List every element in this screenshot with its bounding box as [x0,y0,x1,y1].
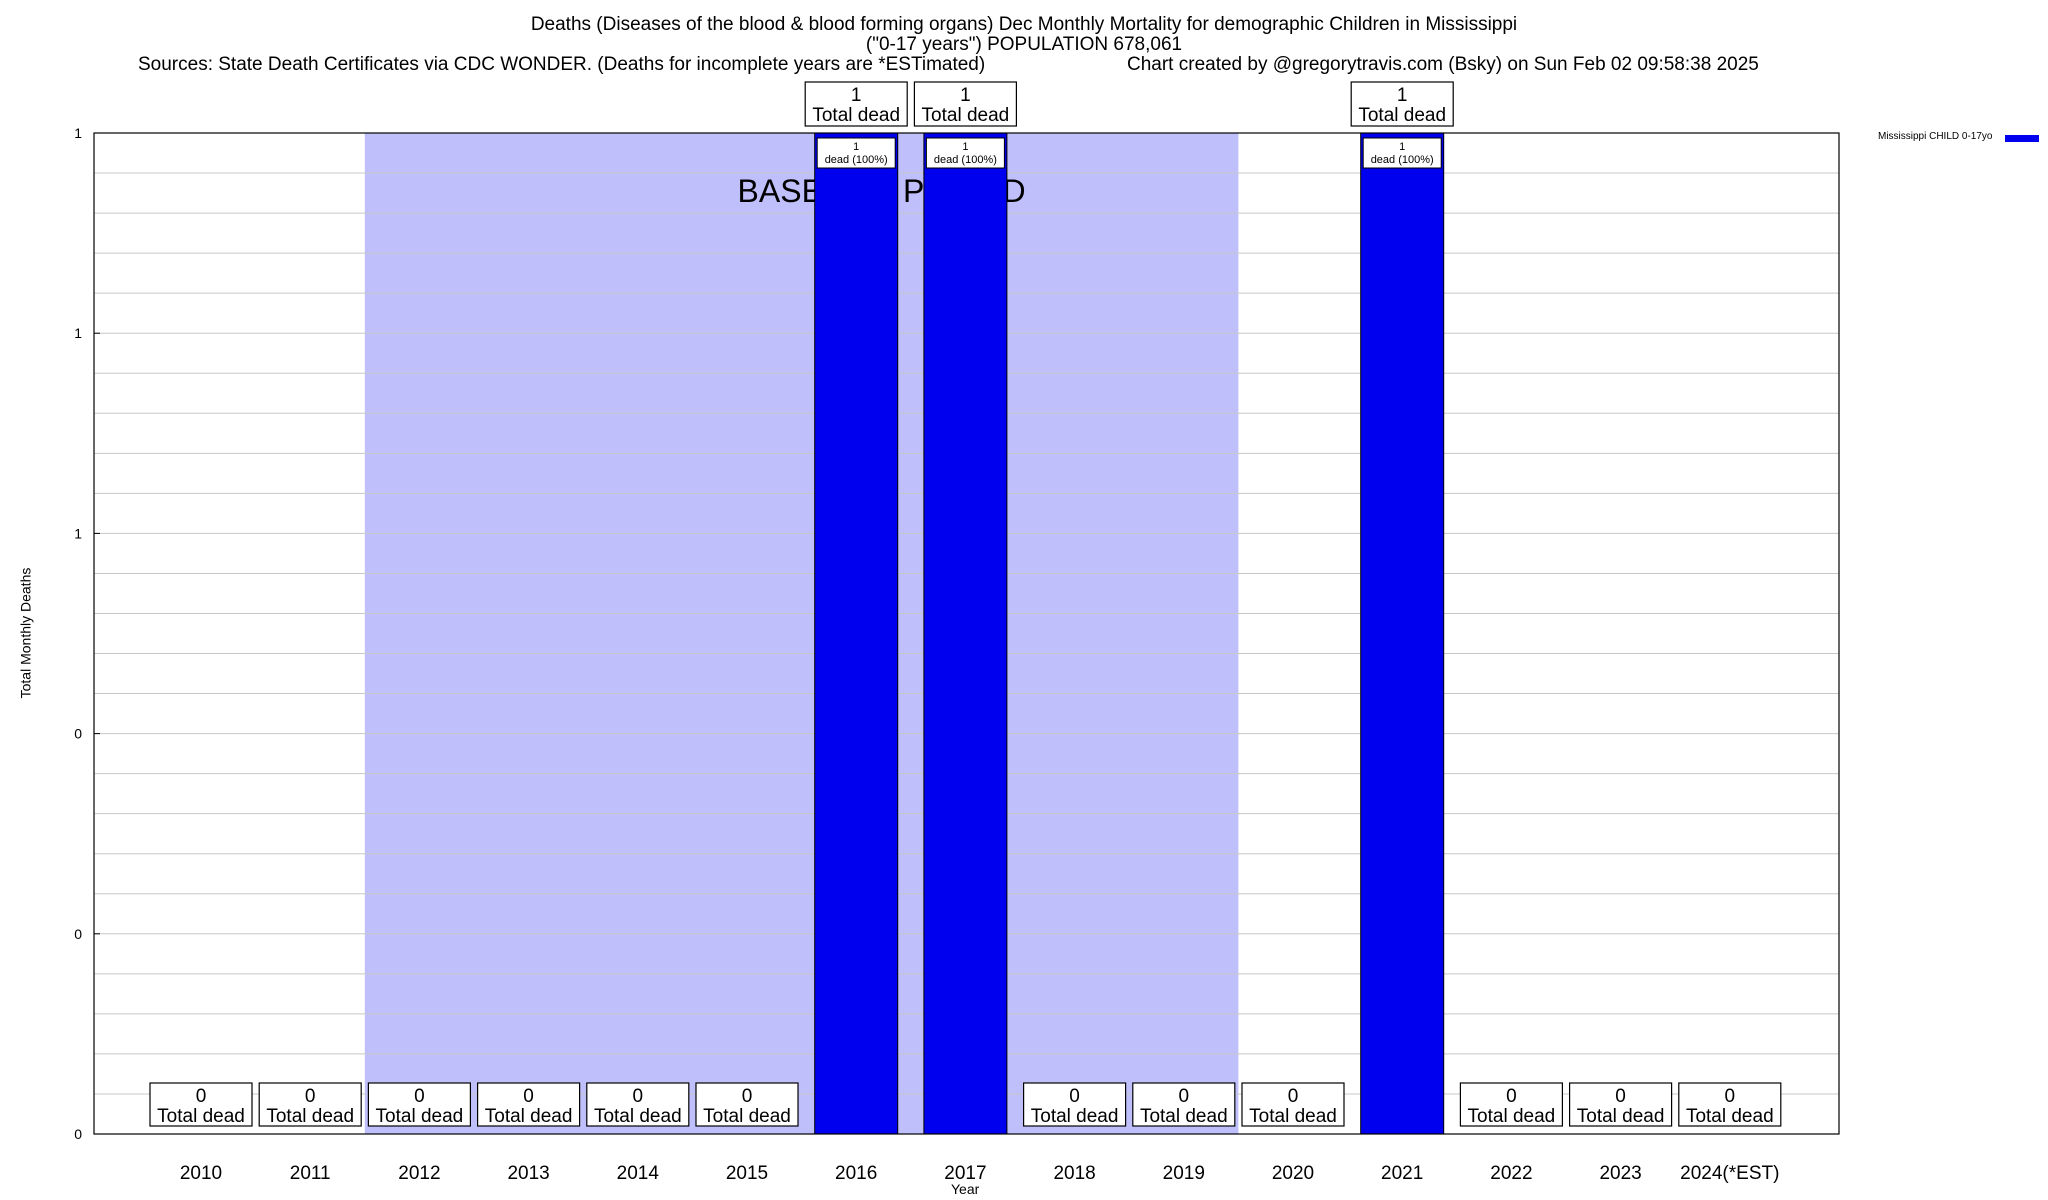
total-dead-box [1132,1082,1236,1127]
total-dead-box [586,1082,690,1127]
total-dead-box [1350,81,1454,127]
y-tick-label: 0 [74,926,82,942]
total-dead-count: 0 [1506,1086,1517,1107]
total-dead-count: 0 [742,1086,753,1107]
plot-frame [93,132,1840,1135]
x-tick-label: 2010 [180,1163,222,1184]
total-dead-count: 0 [1069,1086,1080,1107]
bar-inner-count: 1 [853,141,859,153]
total-dead-label: Total dead [812,105,900,126]
total-dead-box [804,81,908,127]
chart-credit: Chart created by @gregorytravis.com (Bsk… [1127,54,1759,75]
total-dead-box [1568,1082,1673,1127]
total-dead-label: Total dead [266,1106,354,1127]
bar-inner-label: dead (100%) [1371,154,1434,166]
bar [1360,132,1445,1135]
chart-title-line-1: Deaths (Diseases of the blood & blood fo… [530,14,1518,35]
total-dead-box [367,1082,471,1127]
total-dead-label: Total dead [922,105,1010,126]
bar-inner-count: 1 [1399,141,1405,153]
total-dead-box [1241,1082,1345,1127]
x-axis-title: Year [951,1181,980,1197]
total-dead-label: Total dead [1686,1106,1774,1127]
total-dead-count: 0 [414,1086,425,1107]
bar-inner-box [925,137,1005,169]
y-tick-label: 1 [74,325,82,341]
x-tick-label: 2016 [835,1163,877,1184]
x-tick-label: 2018 [1053,1163,1095,1184]
legend-swatch [2005,135,2039,142]
total-dead-count: 1 [960,85,971,106]
bar-inner-label: dead (100%) [934,154,997,166]
total-dead-label: Total dead [1031,1106,1119,1127]
x-tick-label: 2014 [617,1163,660,1184]
total-dead-box [258,1082,362,1127]
baseline-period-shade [364,133,1239,1134]
x-tick-label: 2022 [1490,1163,1532,1184]
total-dead-label: Total dead [1358,105,1446,126]
total-dead-count: 1 [1397,85,1408,106]
bar-inner-box [1362,137,1442,169]
total-dead-count: 0 [196,1086,207,1107]
total-dead-label: Total dead [1249,1106,1337,1127]
chart-sources: Sources: State Death Certificates via CD… [138,54,986,75]
x-tick-label: 2023 [1599,1163,1641,1184]
total-dead-label: Total dead [1468,1106,1556,1127]
total-dead-label: Total dead [1140,1106,1228,1127]
x-tick-label: 2021 [1381,1163,1423,1184]
bar [923,132,1008,1135]
total-dead-box [1678,1082,1782,1127]
bar [814,132,899,1135]
total-dead-count: 0 [633,1086,644,1107]
total-dead-count: 0 [1288,1086,1299,1107]
x-tick-label: 2024(*EST) [1680,1163,1779,1184]
bar-inner-box [816,137,896,169]
x-tick-label: 2017 [944,1163,986,1184]
bar-inner-count: 1 [962,141,968,153]
chart-title-line-2: ("0-17 years") POPULATION 678,061 [865,34,1183,55]
total-dead-box [695,1082,799,1127]
total-dead-count: 0 [305,1086,316,1107]
bar-inner-label: dead (100%) [825,154,888,166]
total-dead-label: Total dead [594,1106,682,1127]
x-tick-label: 2012 [398,1163,440,1184]
y-tick-label: 0 [74,726,82,742]
total-dead-box [1022,1082,1127,1127]
y-tick-label: 1 [74,525,82,541]
x-tick-label: 2020 [1272,1163,1314,1184]
total-dead-box [913,81,1018,127]
total-dead-label: Total dead [376,1106,464,1127]
x-tick-label: 2015 [726,1163,768,1184]
total-dead-count: 0 [1615,1086,1626,1107]
total-dead-box [1459,1082,1564,1127]
legend-label: Mississippi CHILD 0-17yo [1878,131,1993,142]
total-dead-count: 0 [1725,1086,1736,1107]
total-dead-box [477,1082,581,1127]
total-dead-label: Total dead [703,1106,791,1127]
total-dead-label: Total dead [157,1106,245,1127]
x-tick-label: 2013 [507,1163,549,1184]
total-dead-label: Total dead [485,1106,573,1127]
total-dead-count: 0 [1179,1086,1190,1107]
total-dead-label: Total dead [1577,1106,1665,1127]
y-axis-title: Total Monthly Deaths [17,567,34,699]
total-dead-box [149,1082,253,1127]
y-tick-label: 0 [74,1126,82,1142]
total-dead-count: 1 [851,85,862,106]
x-tick-label: 2019 [1163,1163,1205,1184]
x-tick-label: 2011 [290,1163,331,1184]
y-tick-label: 1 [74,125,82,141]
total-dead-count: 0 [523,1086,534,1107]
